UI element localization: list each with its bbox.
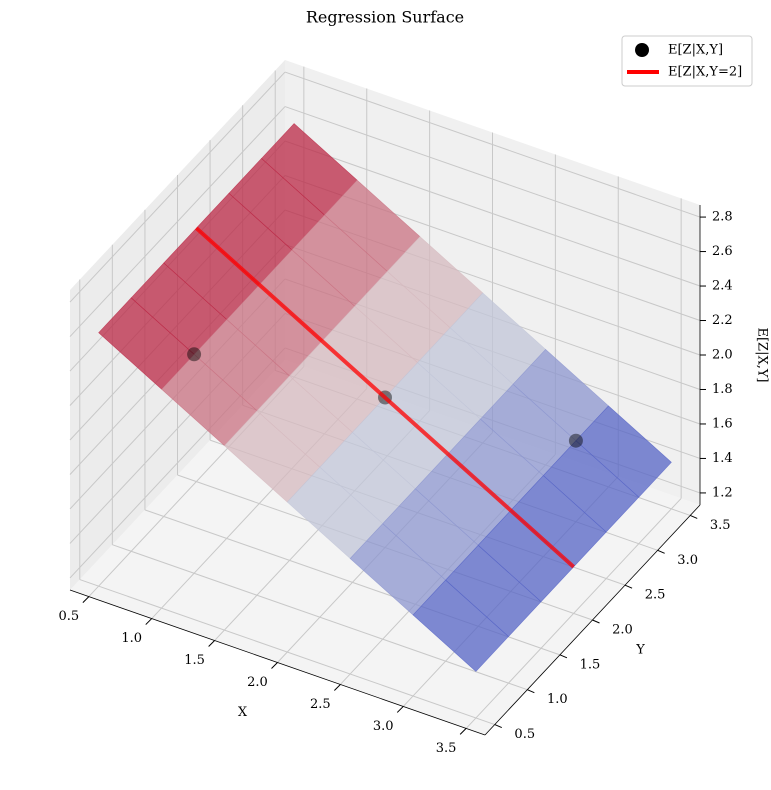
grid-line <box>112 544 528 691</box>
x-tick <box>208 640 215 647</box>
x-tick-label: 2.0 <box>247 675 268 690</box>
axis-line <box>69 589 486 736</box>
z-tick-label: 1.4 <box>712 451 733 466</box>
z-tick-label: 2.6 <box>712 244 733 259</box>
y-tick <box>690 514 698 519</box>
scatter-point <box>568 433 583 448</box>
z-tick-label: 2.4 <box>712 279 733 294</box>
x-tick <box>396 706 404 713</box>
z-tick-label: 2.2 <box>712 313 733 328</box>
y-axis-label: Y <box>635 643 645 658</box>
scatter-point <box>187 347 202 362</box>
grid-line <box>284 140 701 287</box>
y-tick-label: 3.5 <box>710 518 731 533</box>
legend-label: E[Z|X,Y=2] <box>668 65 742 80</box>
x-tick <box>459 728 467 735</box>
grid-line <box>79 579 495 726</box>
z-tick-label: 1.2 <box>712 485 733 500</box>
chart-title: Regression Surface <box>306 8 464 27</box>
x-tick-label: 1.0 <box>121 631 142 646</box>
y-tick-label: 1.5 <box>580 657 601 672</box>
x-tick-label: 0.5 <box>59 609 80 624</box>
grid-line <box>284 106 701 253</box>
y-tick-label: 2.5 <box>645 588 666 603</box>
legend-marker <box>635 43 649 57</box>
y-tick <box>527 689 535 694</box>
x-tick-label: 1.5 <box>184 653 205 668</box>
x-tick <box>271 662 278 669</box>
y-tick-label: 1.0 <box>547 692 568 707</box>
axis-line <box>484 504 701 736</box>
y-tick <box>559 654 568 659</box>
grid-line <box>69 71 286 303</box>
z-axis-label: E[Z|X,Y] <box>755 327 770 382</box>
z-tick-label: 1.6 <box>712 416 733 431</box>
z-tick-label: 1.8 <box>712 382 733 397</box>
y-tick-label: 0.5 <box>514 727 535 742</box>
x-tick <box>334 684 341 691</box>
y-tick <box>592 619 600 624</box>
x-tick-label: 3.0 <box>373 719 394 734</box>
z-tick-label: 2.0 <box>712 348 733 363</box>
y-tick-label: 3.0 <box>677 553 698 568</box>
x-axis-label: X <box>238 705 248 720</box>
x-tick-label: 2.5 <box>310 697 331 712</box>
grid-line <box>284 71 701 218</box>
y-tick <box>494 724 502 729</box>
z-tick-label: 2.8 <box>712 210 733 225</box>
y-tick-label: 2.0 <box>612 623 633 638</box>
x-tick <box>82 596 90 603</box>
y-tick <box>624 584 633 589</box>
y-tick <box>657 549 665 554</box>
legend-label: E[Z|X,Y] <box>668 43 723 58</box>
grid-line <box>69 106 286 337</box>
regression-line <box>195 226 575 569</box>
x-tick-label: 3.5 <box>436 741 457 756</box>
surface-patch <box>412 579 509 672</box>
x-tick <box>145 618 153 625</box>
